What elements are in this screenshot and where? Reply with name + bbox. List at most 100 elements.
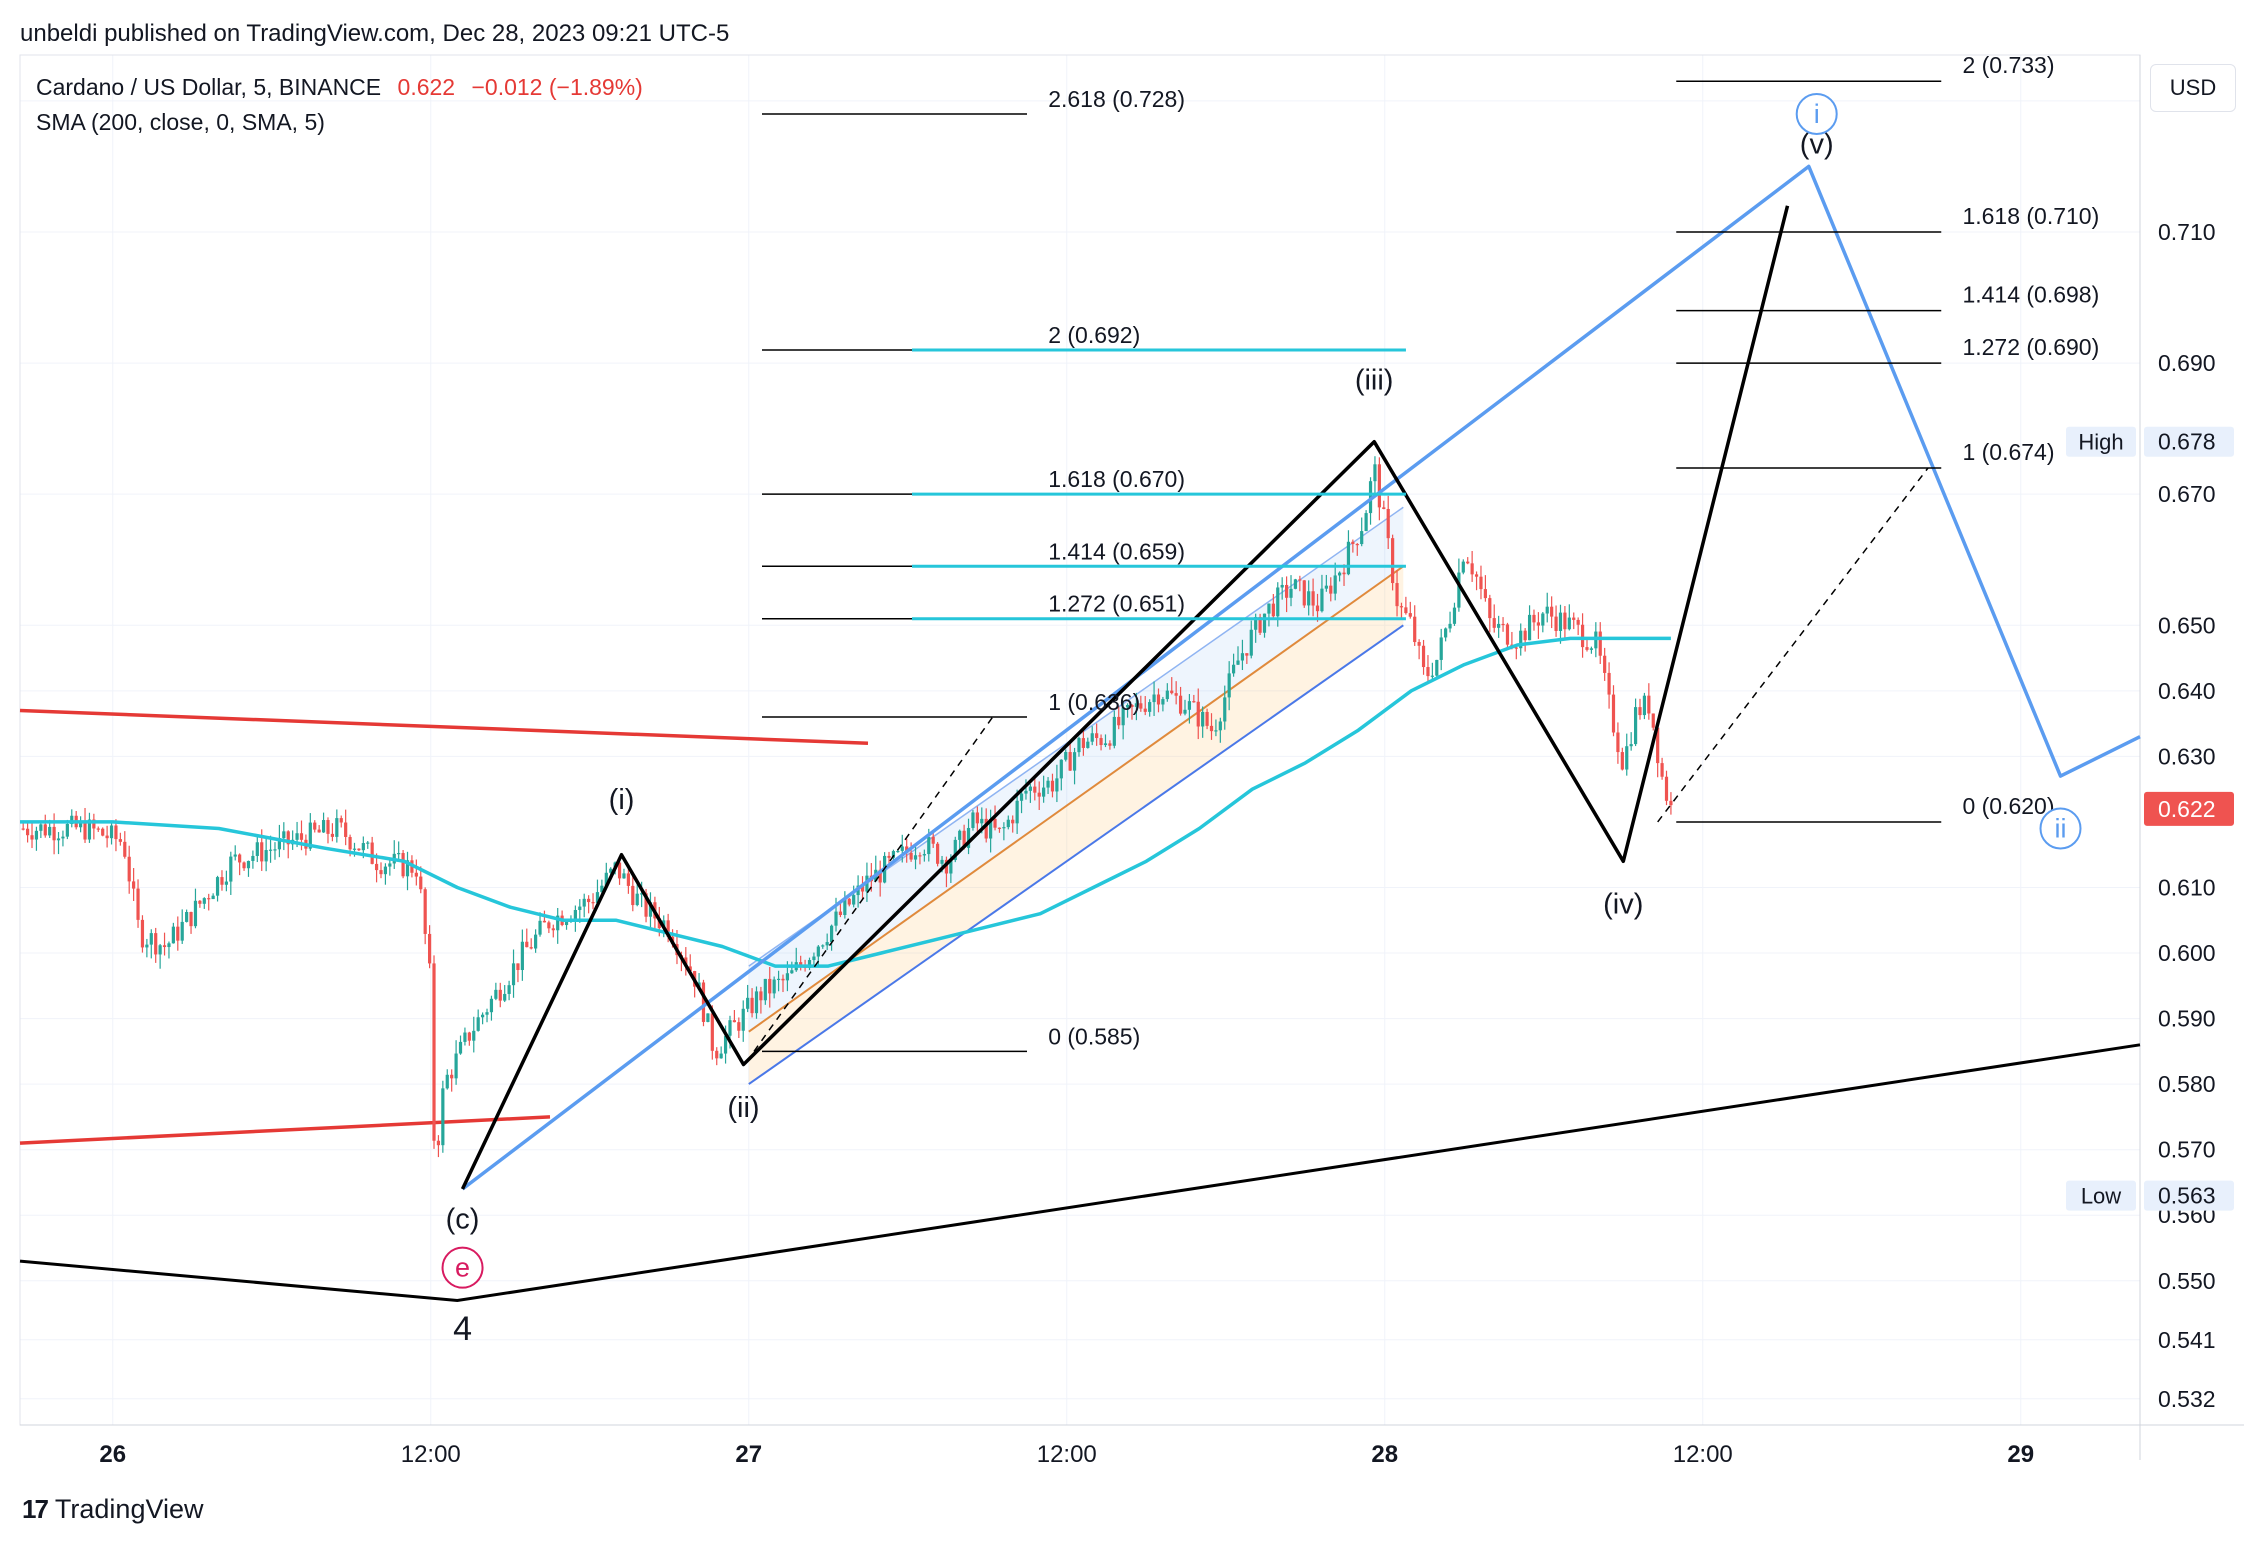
fib-level-label: 0 (0.585) — [1048, 1023, 1140, 1049]
candle-body — [741, 1008, 745, 1031]
candle-body — [1201, 711, 1205, 727]
candle-body — [913, 855, 918, 860]
candle-body — [1346, 541, 1351, 575]
current-price-value: 0.622 — [2158, 796, 2216, 822]
candle-body — [467, 1032, 471, 1041]
candle-body — [220, 877, 224, 885]
candle-body — [374, 863, 379, 871]
candle-body — [516, 963, 520, 971]
candle-body — [123, 841, 127, 857]
candle-body — [918, 855, 922, 857]
candle-body — [1439, 637, 1443, 660]
candle-body — [1081, 738, 1085, 748]
candle-body — [1006, 819, 1010, 828]
candle-body — [1461, 561, 1465, 573]
candle-body — [344, 822, 348, 837]
fib-level-label: 1.618 (0.670) — [1048, 466, 1185, 492]
candle-body — [1408, 613, 1412, 617]
time-axis: 26 12:00 27 12:00 28 12:00 29 — [99, 1441, 2034, 1468]
candle-body — [30, 835, 34, 840]
candle-body — [759, 991, 763, 1001]
candle-body — [171, 926, 175, 944]
tradingview-brand[interactable]: 17 TradingView — [22, 1494, 204, 1525]
trendlines — [19, 506, 2141, 1303]
y-tick-label: 0.690 — [2158, 350, 2216, 376]
indicator-legend[interactable]: SMA (200, close, 0, SMA, 5) — [36, 109, 325, 135]
candle-body — [622, 873, 626, 879]
candle-body — [723, 1035, 728, 1054]
candle-body — [507, 985, 511, 994]
circled-wave-marker — [441, 1246, 484, 1289]
candle-body — [1289, 588, 1293, 598]
badge-label: Low — [2081, 1184, 2121, 1209]
candle-body — [538, 920, 542, 935]
candle-body — [140, 919, 145, 948]
candle-body — [383, 866, 388, 875]
candle-body — [317, 829, 321, 833]
candle-body — [286, 831, 290, 845]
candle-body — [96, 828, 100, 830]
candle-body — [251, 855, 255, 861]
candle-body — [1501, 623, 1505, 626]
candle-body — [295, 833, 299, 840]
candle-body — [847, 898, 851, 905]
channel-lower-line — [748, 624, 1404, 1085]
fib-level-label: 2 (0.692) — [1048, 322, 1140, 348]
candle-body — [772, 979, 776, 994]
candle-body — [65, 823, 69, 837]
candle-body — [582, 898, 586, 907]
candle-body — [816, 946, 820, 957]
candle-body — [1320, 588, 1324, 612]
axis-frame — [19, 54, 2244, 1460]
candle-body — [564, 921, 569, 926]
candle-body — [1028, 786, 1032, 791]
currency-button[interactable]: USD — [2150, 64, 2236, 112]
candle-body — [1430, 675, 1434, 677]
candle-body — [176, 926, 180, 941]
candle-body — [1470, 563, 1474, 575]
candle-body — [790, 970, 794, 974]
candle-body — [1386, 508, 1390, 539]
wave-label: (c) — [446, 1203, 480, 1235]
current-price-badge — [2144, 791, 2234, 826]
candle-body — [1435, 659, 1439, 676]
candle-body — [644, 893, 648, 917]
symbol-legend[interactable]: Cardano / US Dollar, 5, BINANCE 0.622 −0… — [36, 74, 643, 101]
candle-body — [1099, 738, 1103, 746]
candle-body — [1519, 630, 1523, 649]
candle-body — [1382, 507, 1386, 509]
candle-body — [737, 1022, 741, 1031]
candle-body — [1497, 623, 1501, 628]
candle-body — [370, 842, 374, 864]
candle-body — [829, 925, 834, 943]
candle-body — [799, 962, 803, 966]
candle-body — [313, 822, 317, 830]
candle-body — [52, 826, 56, 841]
publisher-caption: unbeldi published on TradingView.com, De… — [20, 20, 730, 47]
candle-body — [697, 982, 701, 987]
candle-body — [215, 877, 220, 896]
symbol-name: Cardano / US Dollar, 5, BINANCE — [36, 74, 382, 100]
candle-body — [1625, 746, 1629, 770]
candle-body — [1192, 701, 1196, 703]
candle-body — [1554, 616, 1558, 631]
fib2-level-label: 0 (0.620) — [1962, 793, 2054, 819]
candle-body — [1254, 617, 1258, 630]
candle-body — [1585, 647, 1589, 650]
candle-body — [198, 900, 202, 904]
candle-body — [1580, 624, 1585, 648]
candle-body — [728, 1020, 732, 1036]
brand-name: TradingView — [54, 1494, 204, 1524]
candle-body — [136, 888, 140, 920]
candle-body — [335, 818, 339, 837]
candle-body — [1130, 704, 1134, 707]
circled-wave-marker — [1795, 92, 1838, 135]
fib2-level-label: 1.414 (0.698) — [1962, 282, 2099, 308]
candle-body — [1466, 561, 1470, 564]
elliott-waves — [460, 164, 2141, 1191]
candle-body — [706, 1013, 710, 1022]
candle-body — [980, 818, 984, 824]
candle-body — [900, 846, 904, 851]
candle-body — [43, 824, 47, 836]
